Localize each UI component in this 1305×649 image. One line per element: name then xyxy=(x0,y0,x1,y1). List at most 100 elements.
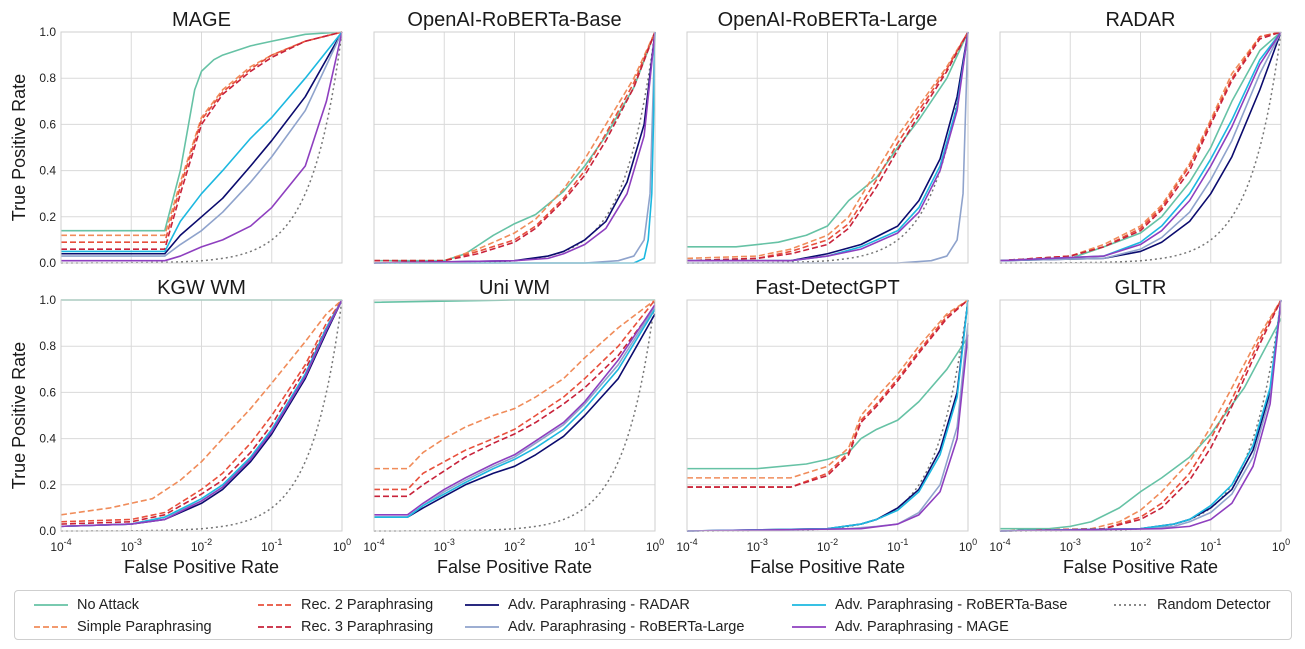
series-rec-2-paraphrasing xyxy=(999,31,1282,262)
panel-title: MAGE xyxy=(172,9,231,31)
x-axis-label: False Positive Rate xyxy=(437,557,592,577)
y-axis-label: True Positive Rate xyxy=(9,74,29,221)
legend-label: Adv. Paraphrasing - RADAR xyxy=(508,597,690,613)
series-rec-2-paraphrasing xyxy=(999,299,1282,532)
x-axis-label: False Positive Rate xyxy=(124,557,279,577)
legend: No Attack Simple Paraphrasing Rec. 2 Parap… xyxy=(14,590,1292,640)
panel-fast-detectgpt: Fast-DetectGPT 10-4 10-3 10-2 10-1 100 False P… xyxy=(676,277,977,577)
legend-item-no-attack: No Attack xyxy=(33,594,139,616)
panel-title: OpenAI-RoBERTa-Base xyxy=(407,9,621,31)
series-adv-paraphrasing-roberta-base xyxy=(60,299,343,528)
x-tick-label: 10-1 xyxy=(887,537,908,554)
plot-frame xyxy=(60,31,343,264)
panel-openai-roberta-base: OpenAI-RoBERTa-Base xyxy=(373,9,656,264)
x-tick-label: 10-2 xyxy=(817,537,838,554)
series-adv-paraphrasing-mage xyxy=(686,334,969,532)
y-tick-label: 0.6 xyxy=(39,117,56,131)
x-tick-label: 10-1 xyxy=(1200,537,1221,554)
series-simple-paraphrasing xyxy=(687,299,969,479)
y-tick-label: 0.8 xyxy=(39,71,56,85)
legend-item-rec-3-paraphrasing: Rec. 3 Paraphrasing xyxy=(257,616,433,638)
legend-item-adv-paraphrasing-mage: Adv. Paraphrasing - MAGE xyxy=(791,616,1009,638)
x-tick-label: 10-4 xyxy=(363,537,384,554)
y-tick-label: 1.0 xyxy=(39,293,56,307)
series-rec-2-paraphrasing xyxy=(374,299,656,491)
series-adv-paraphrasing-roberta-base xyxy=(686,299,969,532)
series-rec-2-paraphrasing xyxy=(60,299,343,523)
series-adv-paraphrasing-mage xyxy=(374,304,656,516)
panel-radar: RADAR xyxy=(999,9,1282,264)
series-rec-3-paraphrasing xyxy=(999,31,1282,262)
legend-item-adv-paraphrasing-radar: Adv. Paraphrasing - RADAR xyxy=(464,594,690,616)
panel-mage: MAGE 0.0 0.2 0.4 0.6 0.8 1.0 True Positive Rate xyxy=(9,9,343,270)
series-rec-3-paraphrasing xyxy=(60,299,343,525)
plot-frame xyxy=(373,299,656,532)
series-adv-paraphrasing-roberta-base xyxy=(61,31,343,253)
series-adv-paraphrasing-radar xyxy=(374,313,656,518)
y-tick-label: 0.0 xyxy=(39,256,56,270)
series-simple-paraphrasing xyxy=(999,299,1282,532)
series-adv-paraphrasing-radar xyxy=(61,31,343,255)
x-tick-label: 10-3 xyxy=(747,537,768,554)
series-adv-paraphrasing-mage xyxy=(61,31,343,262)
x-tick-label: 10-3 xyxy=(1060,537,1081,554)
y-tick-label: 0.4 xyxy=(39,164,56,178)
plot-frame xyxy=(686,31,969,264)
panel-openai-roberta-large: OpenAI-RoBERTa-Large xyxy=(686,9,969,264)
x-tick-label: 100 xyxy=(333,537,351,554)
x-tick-label: 10-4 xyxy=(676,537,697,554)
legend-swatch xyxy=(1114,604,1148,606)
y-tick-label: 0.2 xyxy=(39,210,56,224)
series-adv-paraphrasing-roberta-large xyxy=(61,31,343,257)
series-rec-3-paraphrasing xyxy=(374,31,656,262)
legend-label: Adv. Paraphrasing - RoBERTa-Large xyxy=(508,619,745,635)
legend-swatch xyxy=(792,604,826,606)
series-rec-3-paraphrasing xyxy=(687,299,969,488)
legend-swatch xyxy=(258,626,292,628)
legend-swatch xyxy=(465,626,499,628)
y-tick-label: 0.4 xyxy=(39,432,56,446)
series-adv-paraphrasing-roberta-base xyxy=(999,299,1282,532)
x-tick-label: 100 xyxy=(959,537,977,554)
panel-title: KGW WM xyxy=(157,277,246,299)
series-simple-paraphrasing xyxy=(686,31,969,260)
panel-gltr: GLTR 10-4 10-3 10-2 10-1 100 False Positive Ra… xyxy=(989,277,1290,577)
legend-label: Random Detector xyxy=(1157,597,1271,613)
series-no-attack xyxy=(687,336,969,470)
plot-frame xyxy=(60,299,343,532)
x-tick-label: 10-1 xyxy=(574,537,595,554)
series-adv-paraphrasing-roberta-large xyxy=(999,31,1282,262)
legend-swatch xyxy=(34,604,68,606)
series-adv-paraphrasing-roberta-base xyxy=(374,308,656,518)
series-no-attack xyxy=(999,31,1282,262)
legend-item-adv-paraphrasing-roberta-large: Adv. Paraphrasing - RoBERTa-Large xyxy=(464,616,744,638)
roc-figure: MAGE 0.0 0.2 0.4 0.6 0.8 1.0 True Positive Rate… xyxy=(9,9,1290,577)
x-tick-label: 10-3 xyxy=(121,537,142,554)
series-rec-2-paraphrasing xyxy=(686,31,969,262)
plot-frame xyxy=(999,31,1282,264)
series-adv-paraphrasing-mage xyxy=(999,31,1282,262)
series-adv-paraphrasing-mage xyxy=(999,299,1282,532)
y-tick-label: 0.0 xyxy=(39,524,56,538)
x-tick-label: 10-3 xyxy=(434,537,455,554)
panel-title: OpenAI-RoBERTa-Large xyxy=(718,9,938,31)
legend-swatch xyxy=(34,626,68,628)
series-rec-2-paraphrasing xyxy=(61,31,343,244)
plot-frame xyxy=(373,31,656,264)
series-rec-2-paraphrasing xyxy=(687,299,969,488)
x-tick-label: 10-1 xyxy=(261,537,282,554)
y-tick-label: 1.0 xyxy=(39,25,56,39)
panel-kgw-wm: KGW WM 0.0 0.2 0.4 0.6 0.8 1.0 True Positive Ra… xyxy=(9,277,351,577)
series-adv-paraphrasing-mage xyxy=(60,299,343,528)
panel-title: RADAR xyxy=(1105,9,1175,31)
panel-title: Fast-DetectGPT xyxy=(755,277,899,299)
series-no-attack xyxy=(687,31,969,248)
legend-label: No Attack xyxy=(77,597,140,613)
panel-title: GLTR xyxy=(1115,277,1167,299)
x-tick-label: 10-4 xyxy=(50,537,71,554)
x-tick-label: 100 xyxy=(1272,537,1290,554)
series-simple-paraphrasing xyxy=(60,299,343,516)
legend-label: Adv. Paraphrasing - MAGE xyxy=(835,619,1009,635)
y-tick-label: 0.6 xyxy=(39,385,56,399)
x-tick-label: 10-2 xyxy=(1130,537,1151,554)
